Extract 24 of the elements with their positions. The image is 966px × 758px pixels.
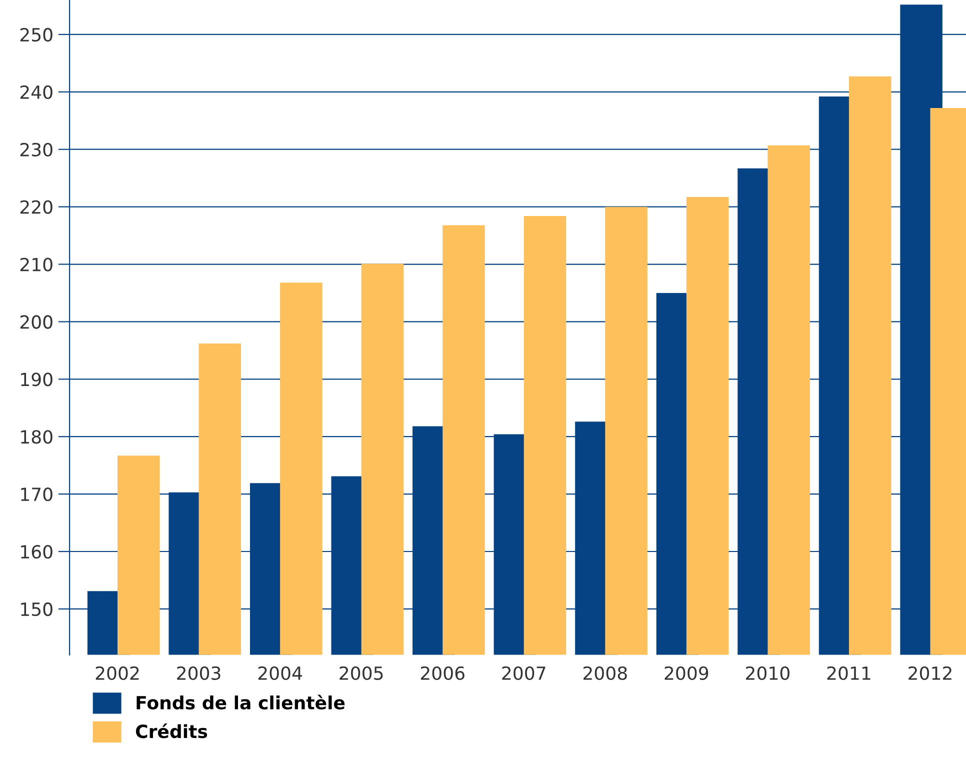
x-tick-label: 2009 [664, 666, 708, 680]
y-tick-label: 170 [21, 488, 52, 502]
x-tick-label: 2002 [96, 666, 139, 680]
y-tick-label: 250 [20, 28, 52, 42]
x-tick-label: 2003 [177, 666, 220, 680]
x-tick-label: 2004 [258, 666, 302, 680]
y-tick-label: 160 [21, 544, 52, 559]
y-tick-label: 180 [21, 430, 52, 444]
x-tick-label: 2005 [340, 666, 383, 680]
x-tick-label: 2006 [420, 666, 464, 680]
x-tick-label: 2011 [827, 666, 870, 680]
legend-label: Crédits [136, 724, 208, 738]
x-tick-label: 2010 [746, 666, 790, 680]
y-tick-label: 210 [20, 258, 52, 272]
legend-label: Fonds de la clientèle [136, 694, 345, 710]
y-tick-label: 190 [21, 372, 52, 386]
y-tick-label: 220 [20, 200, 52, 214]
y-tick-label: 240 [20, 85, 52, 100]
x-tick-label: 2007 [502, 666, 546, 680]
y-tick-label: 200 [20, 315, 52, 329]
x-tick-label: 2008 [583, 666, 627, 680]
y-tick-label: 150 [21, 602, 52, 616]
x-tick-label: 2012 [908, 666, 952, 680]
y-tick-label: 230 [20, 142, 52, 156]
